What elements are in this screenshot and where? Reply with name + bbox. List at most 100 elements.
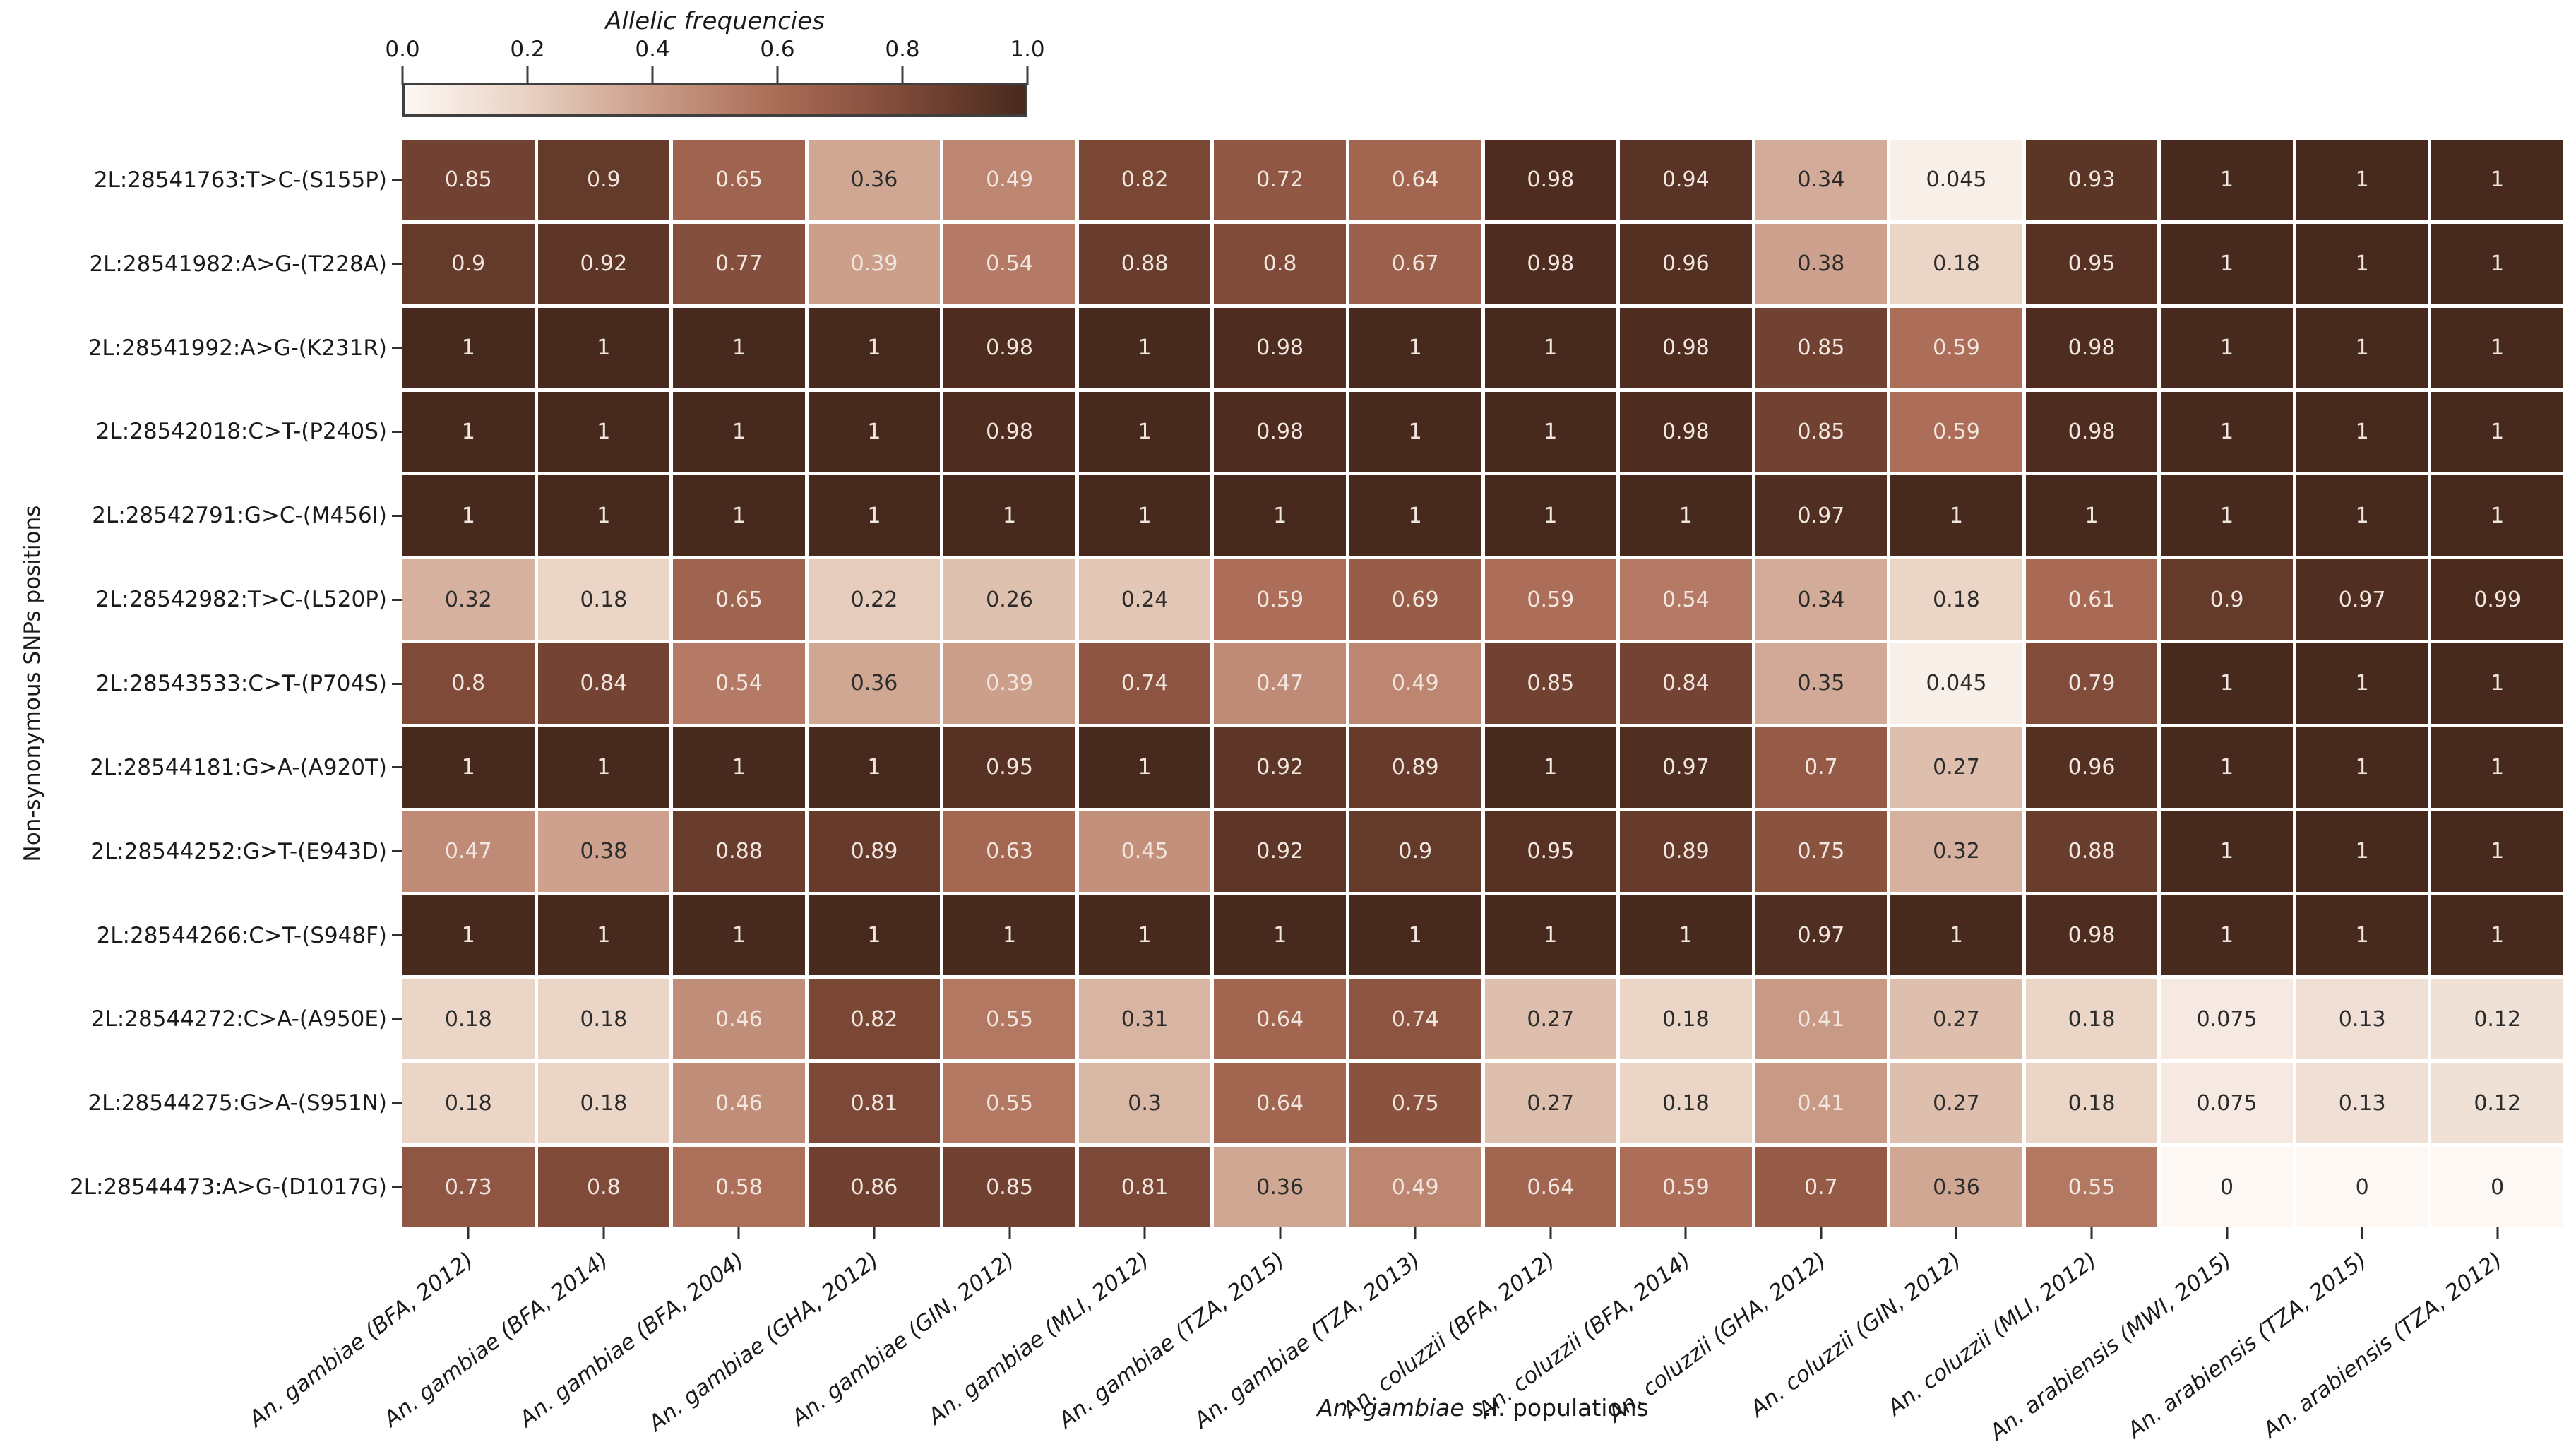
colorbar-title: Allelic frequencies (605, 7, 825, 35)
heatmap-cell: 1 (2296, 140, 2428, 220)
heatmap-cell: 0.18 (1890, 223, 2022, 304)
heatmap-cell: 0.075 (2161, 1063, 2293, 1144)
heatmap-cell: 1 (2161, 811, 2293, 892)
heatmap-cell: 0.54 (943, 223, 1075, 304)
heatmap-cell: 0.55 (943, 979, 1075, 1060)
heatmap-cell: 1 (1484, 895, 1617, 976)
colorbar-tick-mark (1026, 66, 1029, 85)
x-tick-mark (1414, 1227, 1417, 1239)
heatmap-cell: 0.67 (1349, 223, 1481, 304)
x-tick-mark (2361, 1227, 2363, 1239)
heatmap-cell: 0.38 (537, 811, 670, 892)
heatmap-cell: 0.18 (537, 1063, 670, 1144)
heatmap-cell: 0.85 (402, 140, 535, 220)
heatmap-cell: 0.59 (1890, 307, 2022, 388)
heatmap-cell: 0.18 (1620, 979, 1752, 1060)
heatmap-cell: 1 (1349, 307, 1481, 388)
heatmap-cell: 0.47 (402, 811, 535, 892)
row-label: 2L:28544473:A>G-(D1017G) (69, 1174, 387, 1200)
y-tick-mark (392, 347, 403, 350)
heatmap-cell: 0.88 (2025, 811, 2158, 892)
x-tick-mark (1549, 1227, 1552, 1239)
heatmap-cell: 1 (1890, 895, 2022, 976)
heatmap-cell: 1 (2296, 391, 2428, 472)
heatmap-cell: 0.18 (402, 1063, 535, 1144)
x-tick-mark (2090, 1227, 2093, 1239)
heatmap-cell: 0.86 (808, 1147, 941, 1227)
heatmap-cell: 0.97 (1755, 895, 1888, 976)
heatmap-cell: 1 (402, 895, 535, 976)
heatmap-cell: 0.89 (1349, 727, 1481, 808)
colorbar-tick-label: 1.0 (1010, 37, 1045, 62)
heatmap-cell: 0.85 (1755, 307, 1888, 388)
heatmap-cell: 0.26 (943, 559, 1075, 640)
heatmap-cell: 0.98 (2025, 391, 2158, 472)
heatmap-cell: 1 (1620, 475, 1752, 556)
heatmap-cell: 1 (673, 895, 805, 976)
heatmap-cell: 0.54 (673, 643, 805, 724)
heatmap-cell: 0.97 (2296, 559, 2428, 640)
heatmap-cell: 0.75 (1349, 1063, 1481, 1144)
heatmap-cell: 1 (537, 727, 670, 808)
heatmap-cell: 0.075 (2161, 979, 2293, 1060)
heatmap-cell: 1 (808, 895, 941, 976)
heatmap-cell: 1 (402, 391, 535, 472)
heatmap-cell: 0.32 (402, 559, 535, 640)
heatmap-cell: 0.98 (1214, 391, 1346, 472)
x-tick-mark (873, 1227, 876, 1239)
heatmap-cell: 0.36 (808, 643, 941, 724)
row-label: 2L:28541992:A>G-(K231R) (88, 335, 387, 361)
heatmap-cell: 0.92 (537, 223, 670, 304)
heatmap-cell: 1 (1349, 895, 1481, 976)
heatmap-cell: 0.27 (1890, 1063, 2022, 1144)
heatmap-cell: 0.97 (1755, 475, 1888, 556)
heatmap-cell: 1 (673, 307, 805, 388)
heatmap-cell: 0.64 (1214, 979, 1346, 1060)
heatmap-cell: 0.98 (943, 391, 1075, 472)
y-tick-mark (392, 682, 403, 685)
heatmap-cell: 0.9 (2161, 559, 2293, 640)
x-axis-title: An. gambiae s.l. populations (402, 1394, 2563, 1422)
x-tick-mark (737, 1227, 740, 1239)
row-label: 2L:28541763:T>C-(S155P) (93, 167, 387, 193)
heatmap-cell: 1 (1484, 391, 1617, 472)
heatmap-cell: 0.41 (1755, 979, 1888, 1060)
heatmap-cell: 0.93 (2025, 140, 2158, 220)
y-tick-mark (392, 1102, 403, 1104)
heatmap-cell: 0.9 (402, 223, 535, 304)
heatmap-cell: 1 (1078, 895, 1211, 976)
heatmap-cell: 0.74 (1078, 643, 1211, 724)
y-tick-mark (392, 850, 403, 853)
heatmap-cell: 1 (2296, 643, 2428, 724)
heatmap-cell: 0.59 (1214, 559, 1346, 640)
heatmap-cell: 1 (1620, 895, 1752, 976)
heatmap-cell: 1 (1078, 727, 1211, 808)
colorbar-gradient-bar (402, 83, 1027, 117)
colorbar-tick-mark (526, 66, 529, 85)
heatmap-cell: 1 (402, 475, 535, 556)
heatmap-cell: 0.18 (1620, 1063, 1752, 1144)
heatmap-cell: 0.27 (1484, 979, 1617, 1060)
heatmap-cell: 0.97 (1620, 727, 1752, 808)
heatmap-cell: 0.12 (2431, 1063, 2563, 1144)
heatmap-cell: 1 (943, 895, 1075, 976)
row-label: 2L:28543533:C>T-(P704S) (95, 671, 387, 696)
heatmap-cell: 0.36 (1214, 1147, 1346, 1227)
heatmap-cell: 0.98 (1484, 223, 1617, 304)
colorbar-tick-label: 0.8 (885, 37, 920, 62)
heatmap-cell: 0.59 (1484, 559, 1617, 640)
heatmap-cell: 0.59 (1890, 391, 2022, 472)
heatmap-cell: 1 (2296, 223, 2428, 304)
heatmap-cell: 1 (2161, 727, 2293, 808)
heatmap-cell: 1 (808, 391, 941, 472)
heatmap-cell: 0.36 (808, 140, 941, 220)
x-tick-mark (2226, 1227, 2229, 1239)
row-label: 2L:28542018:C>T-(P240S) (95, 419, 387, 445)
heatmap-cell: 0.72 (1214, 140, 1346, 220)
row-label: 2L:28544266:C>T-(S948F) (96, 922, 387, 948)
y-tick-mark (392, 1186, 403, 1188)
heatmap-cell: 0.27 (1484, 1063, 1617, 1144)
x-axis-title-rest: s.l. populations (1464, 1394, 1649, 1422)
x-tick-mark (2496, 1227, 2499, 1239)
